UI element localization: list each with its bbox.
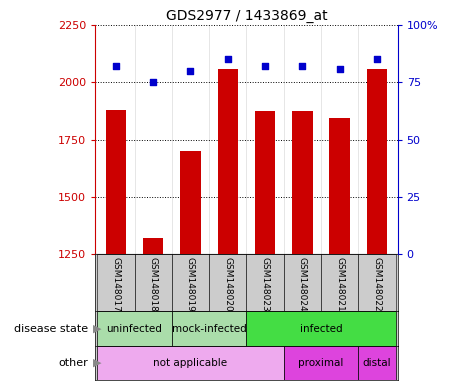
Title: GDS2977 / 1433869_at: GDS2977 / 1433869_at — [166, 8, 327, 23]
Bar — [255, 111, 275, 254]
Point — [336, 65, 344, 71]
Bar — [246, 311, 396, 346]
Text: mock-infected: mock-infected — [172, 324, 246, 334]
Text: uninfected: uninfected — [106, 324, 162, 334]
Bar — [284, 346, 359, 380]
Bar — [97, 311, 172, 346]
Text: GSM148023: GSM148023 — [260, 257, 270, 312]
Bar — [97, 346, 284, 380]
Bar — [359, 346, 396, 380]
Bar — [330, 118, 350, 254]
Point — [261, 63, 269, 69]
Bar — [97, 254, 134, 311]
Text: GSM148020: GSM148020 — [223, 257, 232, 312]
Text: infected: infected — [300, 324, 342, 334]
Bar — [321, 254, 359, 311]
Bar — [172, 311, 246, 346]
Point — [149, 79, 157, 85]
Point — [112, 63, 120, 69]
Text: ▶: ▶ — [93, 358, 101, 368]
Point — [187, 68, 194, 74]
Bar — [292, 111, 312, 254]
Bar — [246, 254, 284, 311]
Text: disease state: disease state — [14, 324, 88, 334]
Bar — [143, 238, 163, 254]
Bar — [367, 68, 387, 254]
Bar — [180, 151, 201, 254]
Bar — [172, 254, 209, 311]
Text: GSM148017: GSM148017 — [111, 257, 120, 312]
Text: other: other — [59, 358, 88, 368]
Text: GSM148019: GSM148019 — [186, 257, 195, 312]
Point — [299, 63, 306, 69]
Bar — [209, 254, 246, 311]
Bar — [284, 254, 321, 311]
Bar — [134, 254, 172, 311]
Text: GSM148022: GSM148022 — [372, 257, 382, 311]
Text: GSM148018: GSM148018 — [149, 257, 158, 312]
Bar — [106, 110, 126, 254]
Text: GSM148021: GSM148021 — [335, 257, 344, 312]
Text: proximal: proximal — [299, 358, 344, 368]
Point — [373, 56, 381, 63]
Text: not applicable: not applicable — [153, 358, 227, 368]
Text: GSM148024: GSM148024 — [298, 257, 307, 311]
Point — [224, 56, 232, 63]
Bar — [359, 254, 396, 311]
Text: ▶: ▶ — [93, 324, 101, 334]
Text: distal: distal — [363, 358, 392, 368]
Bar — [218, 68, 238, 254]
